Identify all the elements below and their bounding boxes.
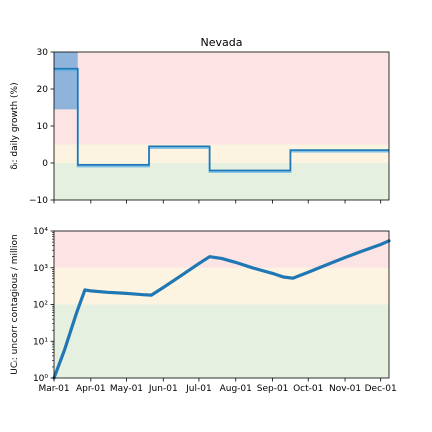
- x-tick-label: Apr-01: [76, 384, 106, 394]
- y-tick-label: −10: [29, 196, 48, 206]
- y-tick-label: 10²: [33, 301, 48, 311]
- zone-green: [54, 304, 389, 378]
- growth-step-line: [54, 67, 389, 172]
- y-tick-label: 10: [37, 122, 49, 132]
- uncertainty-band: [54, 52, 78, 110]
- bottom-y-ticks: 10⁰ 10¹ 10² 10³ 10⁴: [33, 227, 54, 384]
- top-y-axis-label: δᵢ: daily growth (%): [10, 82, 20, 169]
- bottom-y-axis-label: UCᵢ: uncorr contagious / million: [10, 234, 20, 374]
- x-tick-label: Nov-01: [329, 384, 361, 394]
- y-tick-label: 20: [37, 85, 49, 95]
- x-tick-label: May-01: [110, 384, 143, 394]
- bottom-x-ticks: Mar-01 Apr-01 May-01 Jun-01 Jul-01 Aug-01 Sep-…: [38, 378, 397, 394]
- x-tick-label: Mar-01: [38, 384, 69, 394]
- top-x-ticks: [53, 200, 382, 204]
- y-tick-label: 10⁰: [33, 374, 48, 384]
- zone-yellow: [54, 144, 389, 163]
- x-tick-label: Oct-01: [293, 384, 323, 394]
- chart-title: Nevada: [201, 36, 243, 49]
- zone-green: [54, 163, 389, 200]
- bottom-zones: [54, 231, 389, 378]
- zone-red: [54, 231, 389, 268]
- zone-yellow: [54, 267, 389, 305]
- x-tick-label: Sep-01: [257, 384, 289, 394]
- top-zones: [54, 52, 389, 200]
- y-tick-label: 10⁴: [33, 227, 48, 237]
- bottom-panel: 10⁰ 10¹ 10² 10³ 10⁴ Mar-01 Apr-01 May-01 Jun-01…: [10, 227, 397, 394]
- y-tick-label: 0: [42, 159, 48, 169]
- contagious-line: [52, 239, 391, 380]
- y-tick-label: 10³: [33, 264, 48, 274]
- x-tick-label: Aug-01: [220, 384, 252, 394]
- y-tick-label: 10¹: [33, 337, 48, 347]
- y-tick-label: 30: [37, 48, 49, 58]
- x-tick-label: Jul-01: [185, 384, 212, 394]
- x-tick-label: Jun-01: [148, 384, 178, 394]
- top-panel: −10 0 10 20 30 Nevada δᵢ: daily growth (%): [10, 36, 390, 206]
- zone-red: [54, 52, 389, 145]
- top-y-ticks: −10 0 10 20 30: [29, 48, 54, 206]
- x-tick-label: Dec-01: [365, 384, 397, 394]
